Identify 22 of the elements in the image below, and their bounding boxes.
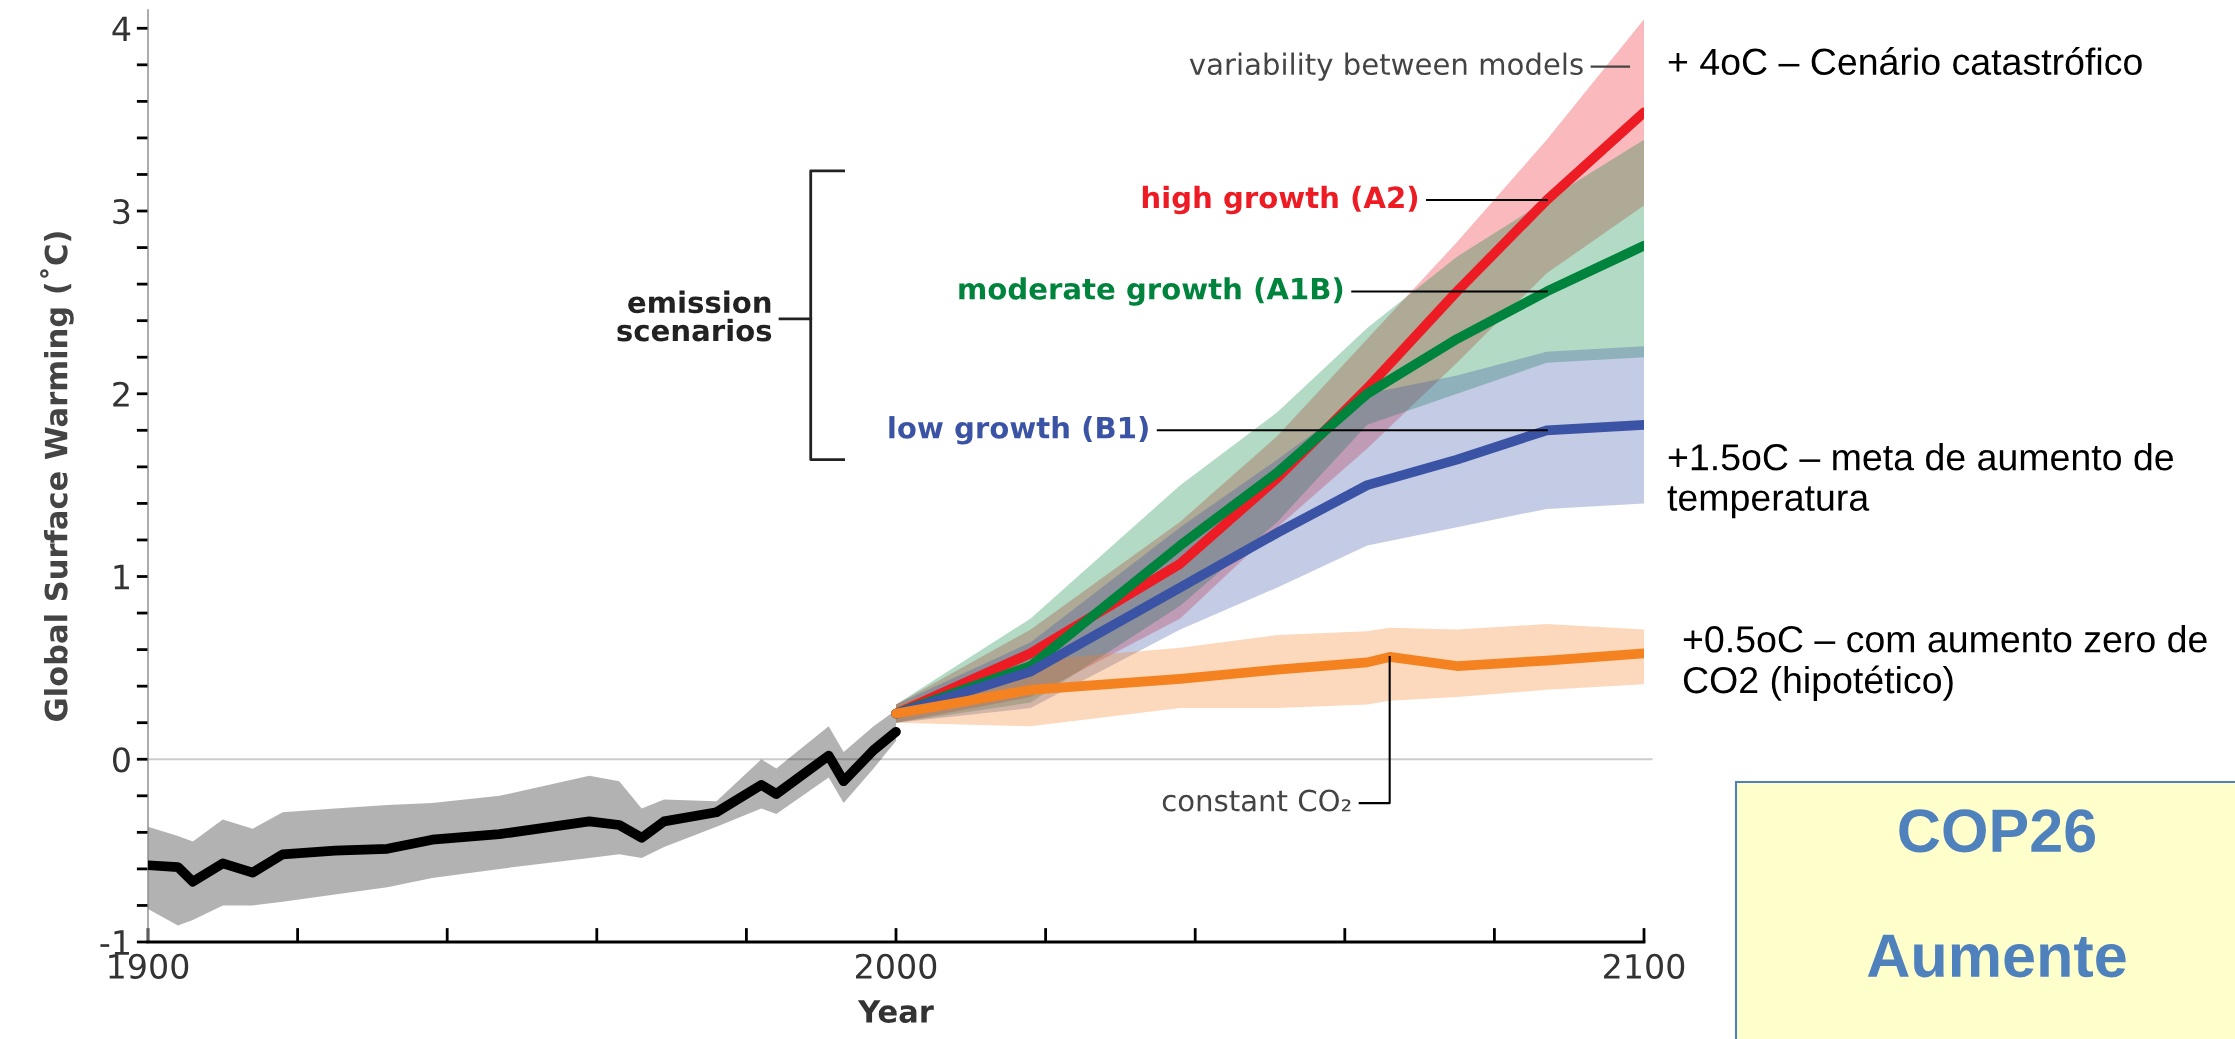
y-tick-label: 0	[113, 747, 130, 773]
text: COP26	[1899, 809, 2095, 853]
text: +1.5oC – meta de aumento de temperatura	[1667, 443, 2173, 519]
text: high growth (A2)	[1142, 185, 1418, 215]
text: +0.5oC – com aumento zero de CO2 (hipotético)	[1683, 625, 2207, 701]
y-tick-label: 2	[113, 381, 129, 407]
x-axis-title: Year	[857, 1000, 934, 1023]
x-tick-label: 2000	[856, 953, 937, 979]
text: moderate growth (A1B)	[959, 277, 1343, 306]
annotation: variability between models	[1189, 52, 1583, 81]
x-tick-label: 1900	[109, 953, 189, 979]
y-tick-label: -1	[100, 930, 129, 955]
y-tick-label: 4	[112, 16, 131, 41]
text: + 4oC – Cenário catastrófico	[1668, 47, 2142, 76]
annotation: constant CO₂	[1162, 789, 1351, 812]
text: Aumente	[1867, 934, 2126, 978]
text: low growth (B1)	[889, 416, 1148, 445]
annotation: emission scenarios	[617, 290, 772, 342]
y-axis-title: Global Surface Warming (˚C)	[40, 232, 74, 721]
y-tick-label: 1	[114, 564, 129, 590]
x-tick-label: 2100	[1604, 953, 1685, 979]
y-tick-label: 3	[113, 198, 130, 225]
